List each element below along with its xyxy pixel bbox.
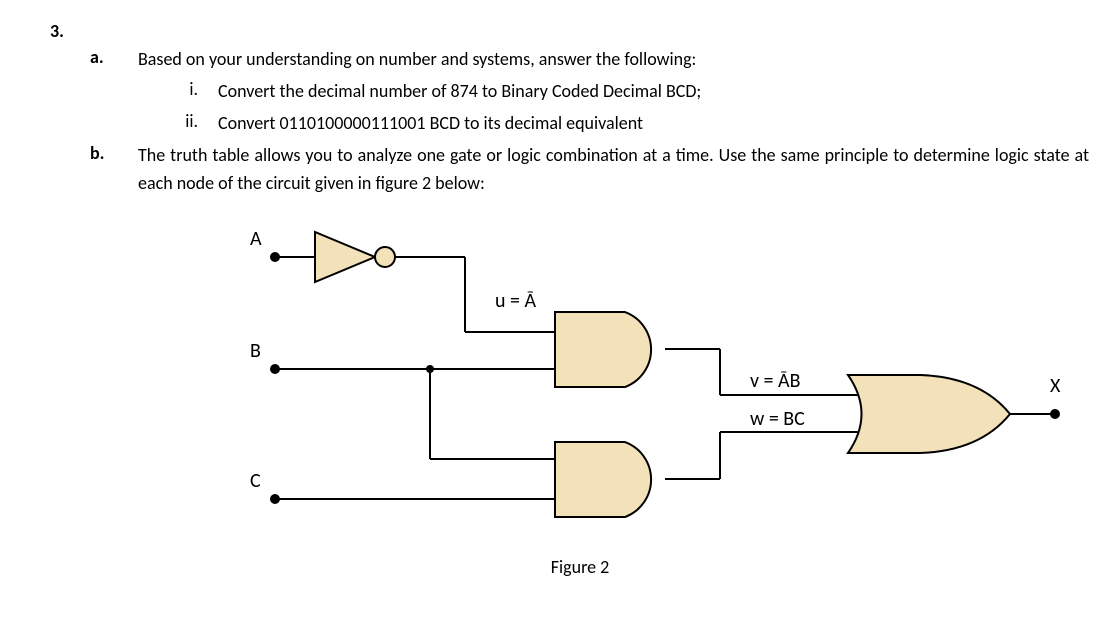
part-b-text: The truth table allows you to analyze on… (138, 142, 1089, 198)
part-a-i-text: Convert the decimal number of 874 to Bin… (218, 78, 1089, 106)
figure-caption: Figure 2 (220, 556, 940, 578)
circuit-svg: A u = Ā B C (220, 217, 1080, 547)
output-x-dot (1050, 409, 1060, 419)
part-a-ii-label: ii. (138, 110, 218, 132)
part-a-i-label: i. (138, 78, 218, 100)
part-a-text: Based on your understanding on number an… (138, 46, 1089, 74)
node-w-label: w = BC (750, 407, 805, 431)
input-a-label: A (250, 227, 262, 251)
input-c-label: C (250, 469, 261, 493)
part-b-row: b. The truth table allows you to analyze… (50, 142, 1089, 198)
part-b-label: b. (90, 142, 138, 164)
not-bubble (375, 247, 395, 267)
input-b-label: B (250, 339, 261, 363)
part-a-ii-row: ii. Convert 0110100000111001 BCD to its … (50, 110, 1089, 138)
part-a-ii-text: Convert 0110100000111001 BCD to its deci… (218, 110, 1089, 138)
part-a-i-row: i. Convert the decimal number of 874 to … (50, 78, 1089, 106)
part-a-label: a. (90, 46, 138, 68)
node-u-label: u = Ā (495, 289, 537, 313)
output-x-label: X (1050, 374, 1061, 398)
question-number: 3. (50, 20, 90, 42)
part-a-row: a. Based on your understanding on number… (50, 46, 1089, 74)
node-v-label: v = ĀB (750, 369, 801, 393)
and-gate-bottom (555, 442, 651, 517)
or-gate (848, 375, 1010, 453)
and-gate-top (555, 312, 651, 387)
not-gate (315, 232, 375, 282)
figure-2: A u = Ā B C (220, 217, 1089, 552)
question-number-row: 3. (50, 20, 1089, 42)
page: 3. a. Based on your understanding on num… (0, 0, 1119, 641)
